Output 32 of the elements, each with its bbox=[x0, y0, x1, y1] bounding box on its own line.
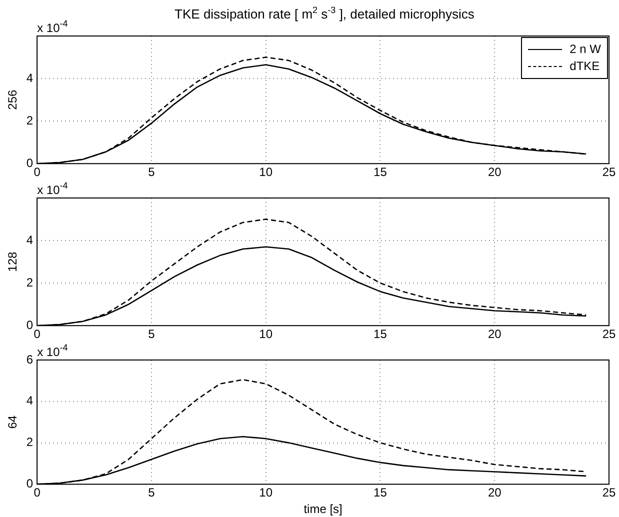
y-tick-label: 2 bbox=[26, 275, 34, 290]
x-tick-label: 20 bbox=[488, 486, 502, 500]
x-tick-label: 20 bbox=[488, 165, 502, 180]
x-tick-label: 10 bbox=[259, 486, 273, 500]
chart-title: TKE dissipation rate [ m$^{2}$ s$^{-3}$ ], detailed microphysics bbox=[174, 4, 476, 22]
x-tick-label: 20 bbox=[488, 327, 502, 342]
x-tick-label: 25 bbox=[602, 165, 616, 180]
legend-label: dTKE bbox=[570, 58, 600, 75]
y-tick-label: 6 bbox=[26, 352, 34, 366]
x-tick-label: 25 bbox=[602, 486, 616, 500]
x-axis-title: time [s] bbox=[304, 502, 342, 516]
x-tick-label: 25 bbox=[602, 327, 616, 342]
y-tick-label: 0 bbox=[26, 476, 34, 491]
y-axis-title: 256 bbox=[6, 89, 20, 110]
y-axis-title: 64 bbox=[6, 415, 20, 429]
x-tick-label: 5 bbox=[148, 486, 156, 500]
y-tick-label: 2 bbox=[26, 113, 34, 128]
x-tick-label: 10 bbox=[259, 327, 273, 342]
x-tick-label: 5 bbox=[148, 327, 156, 342]
legend-label: 2 n W bbox=[570, 41, 601, 58]
y-tick-label: 4 bbox=[26, 232, 34, 247]
y-tick-label: 2 bbox=[26, 435, 34, 450]
x-tick-label: 15 bbox=[374, 165, 388, 180]
x-tick-label: 15 bbox=[374, 327, 388, 342]
y-tick-label: 0 bbox=[26, 156, 34, 170]
x-tick-label: 15 bbox=[374, 486, 388, 500]
y-tick-label: 0 bbox=[26, 318, 34, 332]
y-axis-title: 128 bbox=[6, 251, 20, 272]
y-tick-label: 4 bbox=[26, 70, 34, 85]
x-tick-label: 5 bbox=[148, 165, 156, 180]
x-tick-label: 10 bbox=[259, 165, 273, 180]
y-tick-label: 4 bbox=[26, 394, 34, 408]
